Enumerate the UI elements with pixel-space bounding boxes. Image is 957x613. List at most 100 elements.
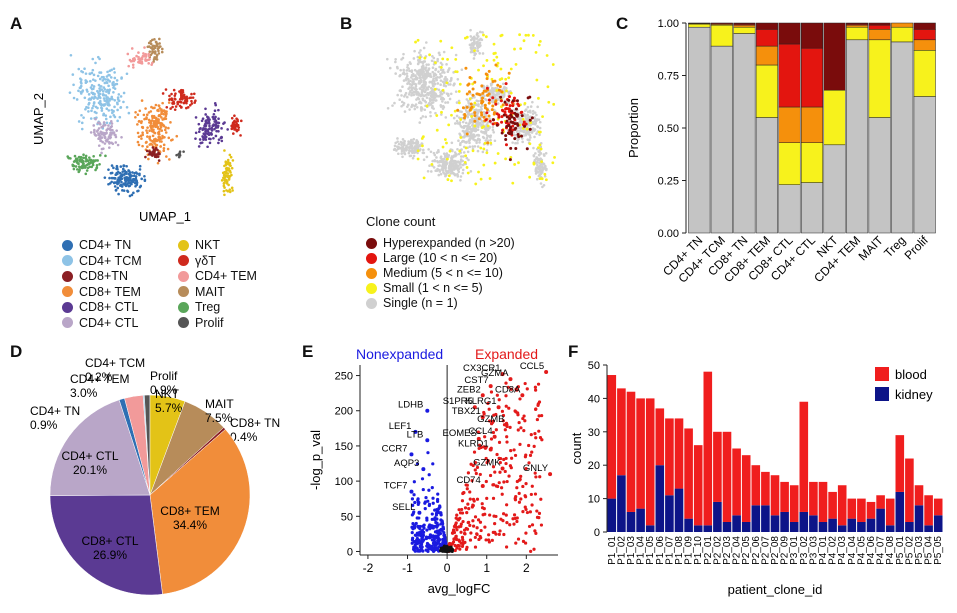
x-tick-label: P1_05	[645, 536, 656, 565]
umap-b-cell	[532, 154, 536, 157]
x-tick-label: P4_08	[885, 536, 896, 565]
umap-a-cell	[105, 100, 108, 103]
umap-a-cell	[153, 106, 156, 110]
volcano-point	[538, 475, 542, 479]
umap-b-cell	[482, 147, 486, 151]
umap-b-cell	[471, 149, 475, 153]
umap-a-cell	[75, 98, 79, 101]
umap-a-cell	[157, 135, 160, 139]
umap-a-cell	[180, 88, 183, 92]
umap-b-cell	[398, 147, 402, 150]
umap-b-cell	[473, 80, 477, 84]
umap-a-cell	[151, 146, 155, 149]
umap-a-cell	[117, 180, 121, 183]
umap-a-cell	[143, 174, 146, 178]
umap-b-cell	[495, 55, 499, 59]
x-tick-label: P2_02	[712, 536, 723, 565]
umap-a-cell	[105, 96, 108, 100]
umap-a-cell	[217, 117, 220, 121]
umap-a-cell	[82, 116, 85, 119]
umap-b-cell	[490, 108, 494, 112]
umap-a-cell	[159, 145, 162, 148]
umap-b-cell	[441, 57, 445, 61]
umap-a-cell	[112, 67, 116, 71]
bar-segment	[800, 182, 824, 234]
umap-a-cell	[210, 133, 213, 136]
umap-a-cell	[165, 110, 168, 113]
umap-b-cell	[446, 58, 449, 61]
umap-a-legend-item: CD8+ TEM	[62, 285, 141, 299]
bar-segment	[645, 525, 655, 532]
umap-b-cell	[494, 99, 498, 103]
volcano-point	[444, 549, 448, 553]
umap-b-cell	[509, 132, 513, 136]
umap-a-cell	[71, 163, 75, 167]
umap-a-cell	[115, 129, 118, 132]
volcano-point	[518, 397, 522, 401]
y-tick-label: 30	[588, 427, 600, 439]
umap-b-cell	[475, 141, 478, 145]
umap-a-cell	[98, 162, 101, 166]
umap-b-cell	[426, 87, 430, 91]
umap-a-cell	[103, 142, 107, 145]
umap-b-cell	[404, 147, 408, 151]
volcano-point	[522, 429, 526, 433]
umap-b-cell	[410, 94, 413, 97]
umap-a-cell	[223, 193, 226, 197]
volcano-point	[535, 515, 540, 519]
umap-a-cell	[74, 165, 78, 168]
bar-segment	[866, 501, 876, 519]
umap-b-cell	[454, 57, 458, 61]
umap-a-cell	[115, 164, 119, 168]
umap-b-cell	[429, 150, 433, 154]
legend-swatch	[178, 270, 189, 282]
umap-b-cell	[417, 81, 421, 85]
umap-a-cell	[148, 143, 152, 146]
umap-a-cell	[160, 109, 163, 113]
volcano-point	[453, 523, 458, 527]
bar-segment	[710, 24, 733, 47]
volcano-point	[422, 523, 426, 527]
volcano-point	[487, 533, 491, 537]
umap-b-cell	[417, 79, 421, 83]
umap-b-cell	[492, 58, 496, 62]
umap-b-cell	[446, 171, 450, 174]
umap-b-cell	[431, 66, 435, 70]
bar-segment	[755, 22, 778, 30]
umap-b-cell	[433, 72, 437, 75]
volcano-point	[471, 519, 475, 523]
umap-a-cell	[102, 75, 105, 79]
volcano-point	[427, 488, 431, 492]
legend-label: Hyperexpanded (n >20)	[383, 236, 515, 250]
umap-a-cell	[102, 113, 105, 117]
gene-label: GZMA	[481, 368, 509, 379]
umap-a-cell	[141, 131, 144, 135]
y-tick-label: 200	[335, 406, 353, 418]
pie-slice	[49, 399, 151, 496]
umap-a-cell	[137, 135, 141, 139]
umap-b-cell	[507, 101, 510, 105]
umap-a-cell	[184, 97, 188, 100]
umap-b-cell	[456, 108, 460, 112]
volcano-point	[485, 496, 489, 500]
umap-b-cell	[400, 149, 404, 153]
umap-a-cell	[110, 141, 113, 145]
umap-b-cell	[473, 101, 477, 105]
umap-a-cell	[105, 131, 108, 135]
umap-b-cell	[496, 152, 500, 155]
umap-b-cell	[504, 107, 508, 111]
umap-a-cell	[98, 134, 102, 138]
umap-a-xlabel: UMAP_1	[139, 209, 191, 224]
umap-a-cell	[84, 79, 87, 82]
umap-a-cell	[114, 141, 118, 144]
umap-b-cell	[471, 82, 475, 86]
labeled-point	[480, 415, 485, 420]
umap-a-cell	[137, 51, 140, 54]
umap-a-cell	[169, 107, 172, 110]
umap-a-cell	[116, 186, 120, 190]
umap-b-cell	[527, 123, 531, 126]
x-tick-label: P4_07	[876, 536, 887, 565]
umap-b-cell	[427, 148, 430, 151]
volcano-point	[460, 511, 465, 515]
umap-a-cell	[156, 148, 159, 152]
